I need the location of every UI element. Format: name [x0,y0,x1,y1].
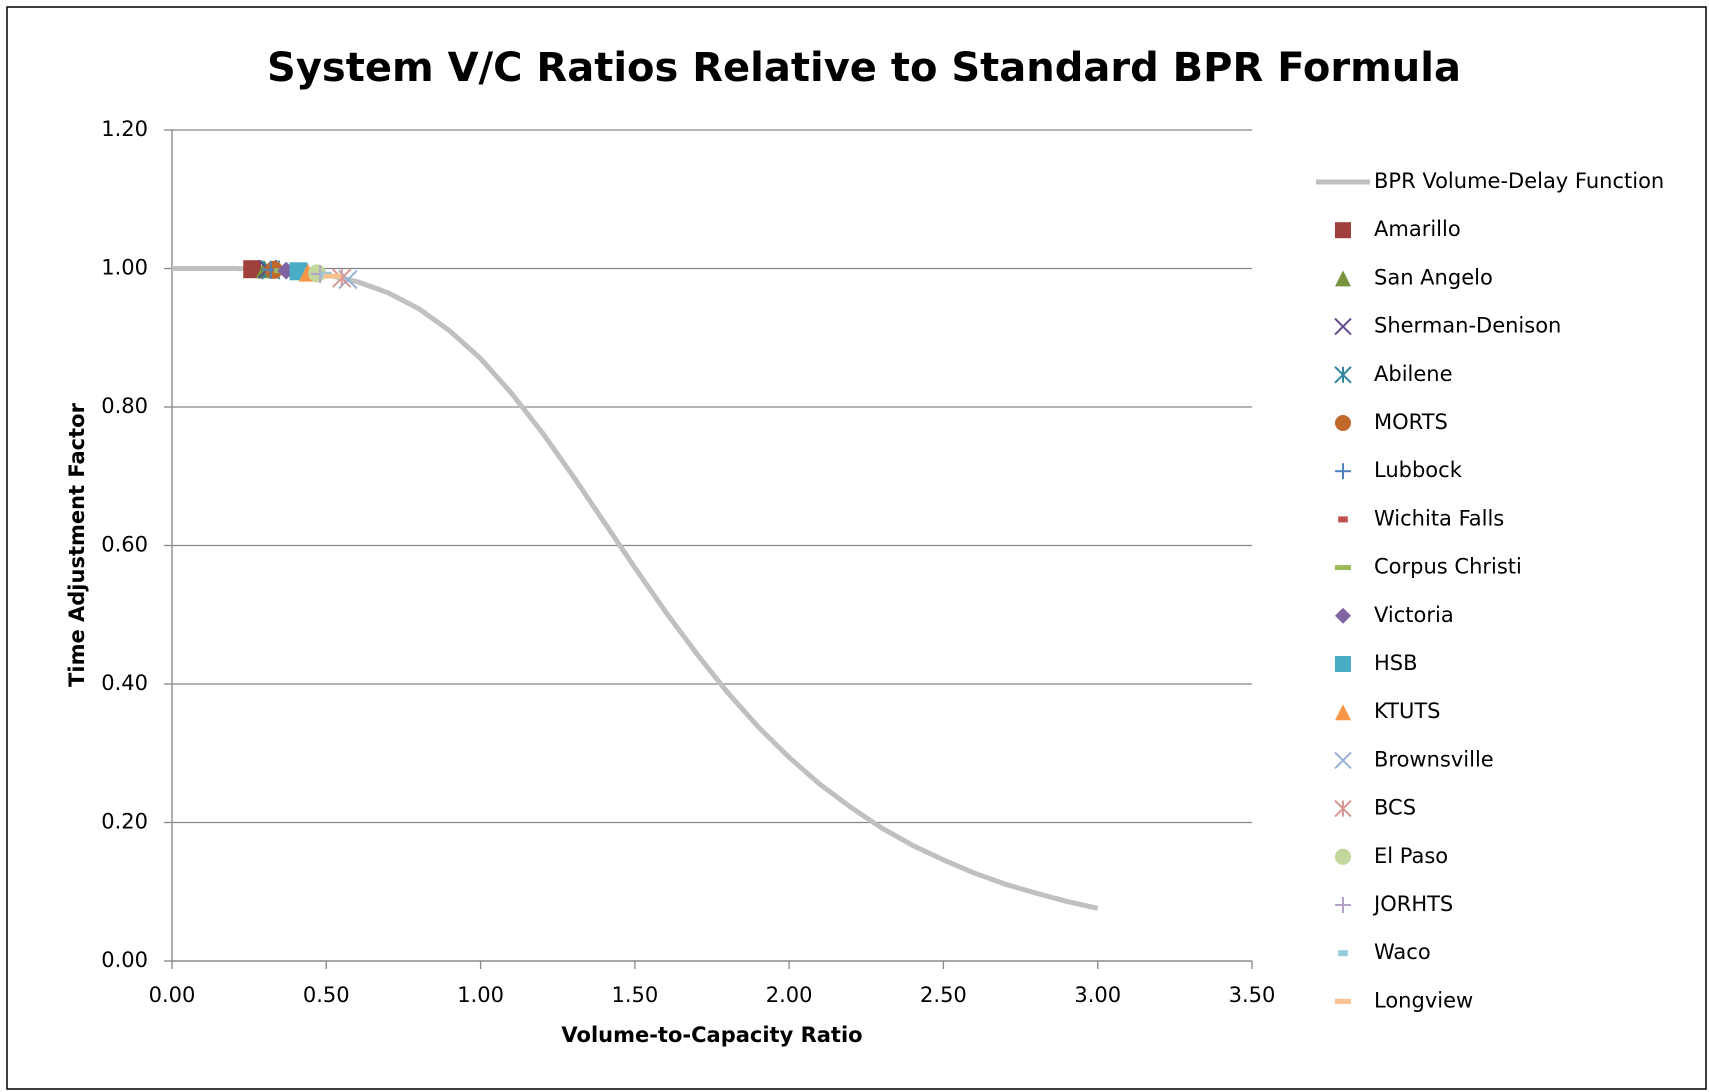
legend-label: San Angelo [1374,265,1493,289]
legend-label: BPR Volume-Delay Function [1374,169,1664,193]
marker-stroke [1334,751,1352,770]
legend-label: Waco [1374,940,1431,964]
y-tick-label: 0.60 [101,533,148,557]
legend-swatch [1335,415,1351,431]
legend-swatch [1334,799,1352,818]
legend-swatch [1335,565,1351,571]
legend-label: Sherman-Denison [1374,314,1561,338]
legend-label: KTUTS [1374,699,1441,723]
legend-swatch [1338,950,1348,957]
legend-label: HSB [1374,651,1418,675]
legend-label: Wichita Falls [1374,506,1504,530]
legend-label: Corpus Christi [1374,555,1522,579]
y-tick-label: 1.00 [101,256,148,280]
y-tick-label: 0.00 [101,948,148,972]
legend-swatch [1335,656,1351,672]
marker-shape [1335,565,1351,571]
legend-swatch [1334,366,1352,384]
x-axis-title: Volume-to-Capacity Ratio [561,1023,862,1047]
legend-swatch [1335,848,1351,865]
x-tick-label: 3.00 [1074,983,1121,1007]
x-tick-label: 1.50 [611,983,658,1007]
x-tick-label: 0.50 [303,983,350,1007]
marker-shape [1335,848,1351,865]
legend-label: Amarillo [1374,217,1461,241]
legend-swatch [1335,222,1351,239]
x-tick-label: 3.50 [1229,983,1276,1007]
marker-shape [1335,222,1351,239]
marker-shape [1338,950,1348,957]
marker-shape [1335,270,1351,287]
legend-swatch [1335,897,1351,913]
marker-shape [1335,607,1351,624]
marker-stroke [1334,317,1352,336]
legend-swatch [1334,751,1352,770]
marker [243,260,262,279]
marker [332,268,352,288]
legend-label: Victoria [1374,603,1454,627]
legend-label: Longview [1374,988,1473,1012]
marker [323,273,342,279]
marker-shape [1338,516,1348,523]
x-tick-label: 2.50 [920,983,967,1007]
legend-label: JORHTS [1372,892,1453,916]
legend-swatch [1335,998,1351,1004]
marker-shape [323,273,342,279]
legend-label: Lubbock [1374,458,1463,482]
marker-shape [243,260,262,279]
legend-swatch [1335,463,1351,480]
legend-swatch [1334,317,1352,336]
legend-swatch [1338,516,1348,523]
legend-swatch [1335,270,1351,287]
legend-label: Brownsville [1374,747,1494,771]
marker-shape [1335,656,1351,672]
marker-shape [1335,415,1351,431]
x-tick-label: 0.00 [149,983,196,1007]
y-axis-title: Time Adjustment Factor [65,402,89,687]
y-tick-label: 1.20 [101,117,148,141]
x-tick-label: 1.00 [457,983,504,1007]
legend-label: BCS [1374,796,1416,820]
marker-shape [1335,998,1351,1004]
y-tick-label: 0.20 [101,810,148,834]
y-tick-label: 0.40 [101,671,148,695]
chart-frame [6,6,1707,1090]
y-tick-label: 0.80 [101,394,148,418]
marker-shape [1335,704,1351,721]
legend-swatch [1335,607,1351,624]
legend-label: MORTS [1374,410,1448,434]
x-tick-label: 2.00 [766,983,813,1007]
chart-title: System V/C Ratios Relative to Standard B… [267,45,1461,91]
legend-swatch [1335,704,1351,721]
legend-label: Abilene [1374,362,1453,386]
legend-label: El Paso [1374,844,1448,868]
